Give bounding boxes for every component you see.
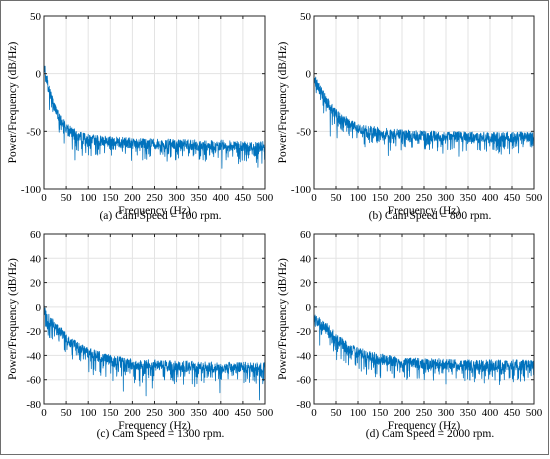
x-tick-label: 250 <box>146 192 163 204</box>
x-tick-label: 100 <box>80 407 97 419</box>
x-tick-label: 0 <box>311 407 317 419</box>
x-tick-label: 150 <box>372 192 389 204</box>
y-tick-label: -60 <box>26 375 41 387</box>
x-tick-label: 300 <box>438 192 455 204</box>
y-axis-label: Power/Frequency (dB/Hz) <box>277 258 289 380</box>
panel-caption: (c) Cam Speed = 1300 rpm. <box>97 428 225 440</box>
psd-series-line <box>43 251 266 401</box>
x-tick-label: 100 <box>350 407 367 419</box>
y-tick-label: 50 <box>300 11 312 23</box>
y-tick-label: 50 <box>30 11 42 23</box>
x-tick-label: 100 <box>350 192 367 204</box>
x-tick-label: 0 <box>41 192 47 204</box>
x-tick-label: 450 <box>504 192 521 204</box>
x-tick-label: 50 <box>331 407 343 419</box>
y-tick-label: -40 <box>26 350 41 362</box>
x-tick-label: 350 <box>190 192 207 204</box>
y-tick-label: -20 <box>296 326 311 338</box>
y-tick-label: 0 <box>36 302 42 314</box>
x-tick-label: 100 <box>80 192 97 204</box>
x-tick-label: 300 <box>168 192 185 204</box>
psd-series-line <box>43 33 266 169</box>
x-tick-label: 200 <box>394 192 411 204</box>
x-tick-label: 500 <box>257 407 274 419</box>
x-tick-label: 500 <box>257 192 274 204</box>
y-axis-label: Power/Frequency (dB/Hz) <box>7 258 19 380</box>
y-axis-label: Power/Frequency (dB/Hz) <box>277 41 289 163</box>
x-axis-label: Frequency (Hz) <box>118 420 191 432</box>
x-tick-label: 400 <box>213 407 230 419</box>
y-tick-label: -80 <box>26 399 41 411</box>
y-tick-label: -50 <box>26 126 41 138</box>
x-tick-label: 250 <box>146 407 163 419</box>
y-tick-label: 20 <box>30 278 42 290</box>
panel-b: 0 50 100 150 200 250 300 350 400 450 500 -100 -50 0 50… <box>277 11 543 222</box>
y-tick-label: -100 <box>291 184 312 196</box>
y-tick-label: 60 <box>30 229 42 241</box>
x-tick-label: 350 <box>460 407 477 419</box>
y-tick-label: -20 <box>26 326 41 338</box>
x-tick-label: 200 <box>124 407 141 419</box>
panel-a: 0 50 100 150 200 250 300 350 400 450 500 -100 -50 0 50… <box>7 11 274 222</box>
y-tick-label: 0 <box>36 69 42 81</box>
x-tick-label: 400 <box>482 407 499 419</box>
x-tick-label: 0 <box>41 407 47 419</box>
panel-caption: (d) Cam Speed = 2000 rpm. <box>366 428 495 440</box>
y-tick-label: 20 <box>300 278 312 290</box>
y-tick-label: 0 <box>306 69 312 81</box>
x-tick-label: 450 <box>235 192 252 204</box>
x-tick-label: 50 <box>331 192 343 204</box>
y-tick-label: 40 <box>30 253 42 265</box>
x-tick-label: 500 <box>526 192 543 204</box>
x-tick-label: 350 <box>190 407 207 419</box>
panel-d: 0 50 100 150 200 250 300 350 400 450 500-80-60-40-… <box>277 229 543 440</box>
x-tick-label: 150 <box>102 407 119 419</box>
x-tick-label: 450 <box>235 407 252 419</box>
x-tick-label: 250 <box>416 407 433 419</box>
panel-c: 0 50 100 150 200 250 300 350 400 450 500-80-60-40-… <box>7 229 274 440</box>
y-tick-label: -50 <box>296 126 311 138</box>
panel-caption: (a) Cam Speed = 100 rpm. <box>99 210 221 222</box>
y-tick-label: 40 <box>300 253 312 265</box>
x-tick-label: 50 <box>61 407 73 419</box>
x-tick-label: 400 <box>213 192 230 204</box>
x-tick-label: 0 <box>311 192 317 204</box>
x-tick-label: 350 <box>460 192 477 204</box>
panel-caption: (b) Cam Speed = 800 rpm. <box>369 210 492 222</box>
x-axis-label: Frequency (Hz) <box>118 205 191 217</box>
x-tick-label: 200 <box>394 407 411 419</box>
y-tick-label: -60 <box>296 375 311 387</box>
x-tick-label: 150 <box>372 407 389 419</box>
y-tick-label: -80 <box>296 399 311 411</box>
y-tick-label: 0 <box>306 302 312 314</box>
y-tick-label: -100 <box>21 184 42 196</box>
x-tick-label: 400 <box>482 192 499 204</box>
x-tick-label: 250 <box>416 192 433 204</box>
y-tick-label: -40 <box>296 350 311 362</box>
x-tick-label: 300 <box>438 407 455 419</box>
psd-series-line <box>313 33 535 157</box>
y-tick-label: 60 <box>300 229 312 241</box>
x-tick-label: 300 <box>168 407 185 419</box>
x-tick-label: 200 <box>124 192 141 204</box>
x-tick-label: 150 <box>102 192 119 204</box>
x-axis-label: Frequency (Hz) <box>388 420 461 432</box>
x-tick-label: 500 <box>526 407 543 419</box>
x-tick-label: 50 <box>61 192 73 204</box>
psd-series-line <box>313 251 535 386</box>
x-axis-label: Frequency (Hz) <box>388 205 461 217</box>
y-axis-label: Power/Frequency (dB/Hz) <box>7 41 19 163</box>
x-tick-label: 450 <box>504 407 521 419</box>
